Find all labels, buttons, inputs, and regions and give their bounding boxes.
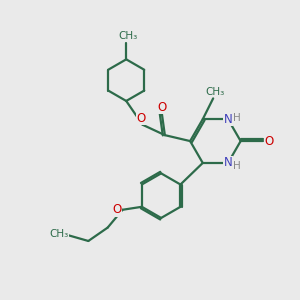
Text: O: O bbox=[157, 101, 167, 114]
Text: O: O bbox=[136, 112, 146, 125]
Text: O: O bbox=[264, 135, 274, 148]
Text: H: H bbox=[233, 113, 241, 123]
Text: CH₃: CH₃ bbox=[118, 32, 137, 41]
Text: O: O bbox=[112, 203, 121, 216]
Text: CH₃: CH₃ bbox=[205, 87, 224, 97]
Text: H: H bbox=[233, 161, 241, 171]
Text: CH₃: CH₃ bbox=[49, 229, 68, 238]
Text: N: N bbox=[224, 157, 232, 169]
Text: N: N bbox=[224, 113, 232, 126]
